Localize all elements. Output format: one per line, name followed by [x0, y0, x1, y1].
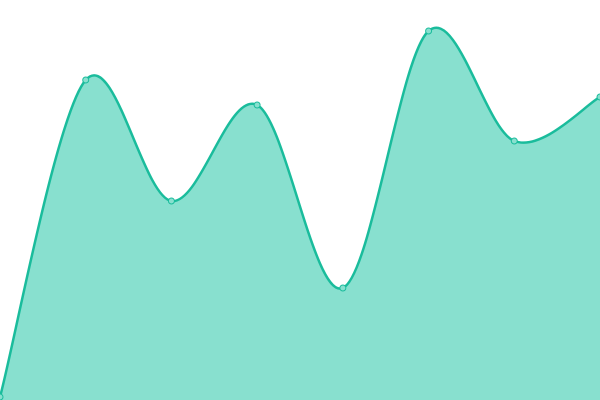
data-point — [510, 137, 518, 145]
area-fill — [0, 27, 600, 400]
data-point — [0, 393, 4, 400]
data-point — [253, 101, 261, 109]
data-point — [167, 197, 175, 205]
data-point — [425, 27, 433, 35]
data-point — [339, 284, 347, 292]
data-point — [82, 76, 90, 84]
data-point — [596, 93, 600, 101]
